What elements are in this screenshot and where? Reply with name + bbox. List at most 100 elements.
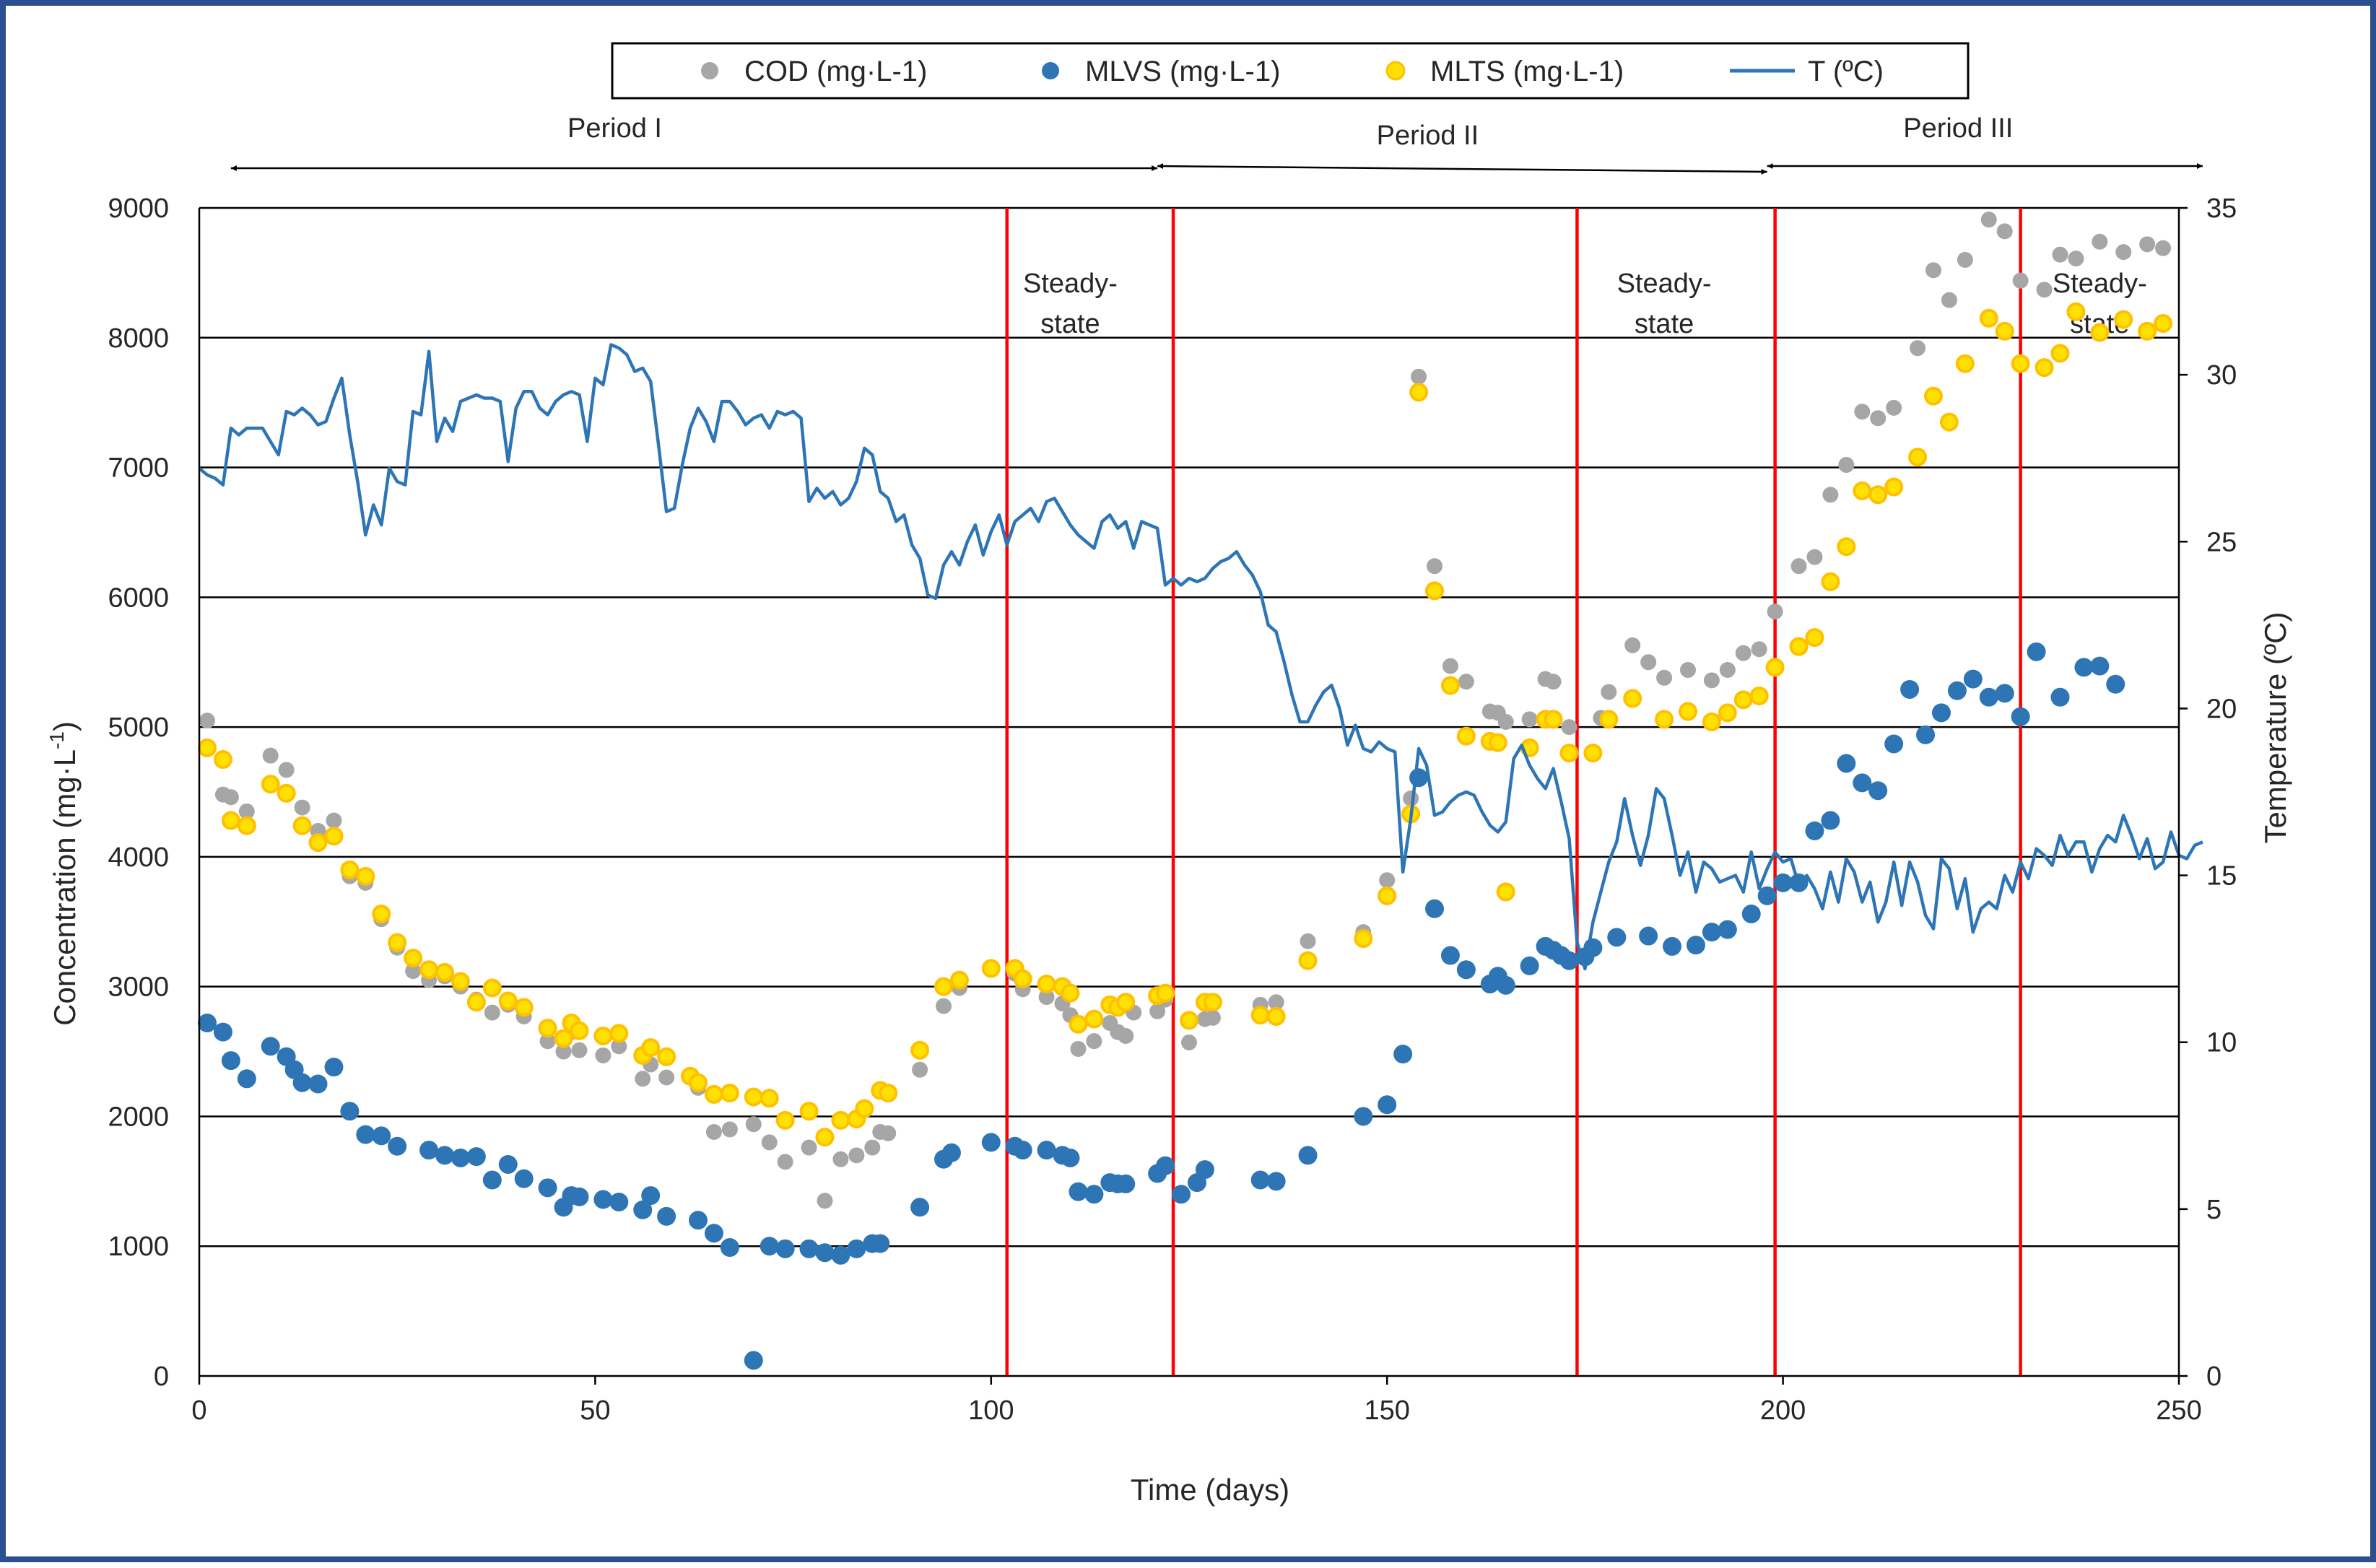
mlts-point <box>1789 637 1809 656</box>
mlts-point <box>775 1110 795 1130</box>
cod-point <box>777 1154 793 1170</box>
mlts-point <box>1037 975 1056 994</box>
mlvs-series <box>197 642 2125 1370</box>
y-left-tick-label: 4000 <box>108 842 169 873</box>
mlts-point <box>1496 882 1515 902</box>
temperature-series <box>198 343 2203 971</box>
cod-point <box>1497 713 1514 730</box>
mlvs-point <box>688 1211 708 1230</box>
mlvs-point <box>744 1351 763 1370</box>
cod-point <box>745 1116 762 1133</box>
mlvs-point <box>910 1198 930 1217</box>
mlts-point <box>855 1099 874 1118</box>
steady-state-label: Steady-state <box>1617 269 1712 339</box>
mlvs-point <box>435 1146 455 1165</box>
mlvs-point <box>340 1102 360 1121</box>
mlvs-point <box>1757 886 1777 905</box>
y-left-tick-label: 1000 <box>108 1232 169 1262</box>
mlvs-point <box>1354 1107 1373 1126</box>
chart-svg: COD (mg·L-1) MLVS (mg·L-1) MLTS (mg·L-1)… <box>45 42 2292 1507</box>
mlvs-point <box>1837 754 1856 773</box>
cod-point <box>1767 604 1783 620</box>
mlvs-point <box>1963 669 1983 689</box>
mlvs-point <box>324 1058 344 1077</box>
x-tick-label: 100 <box>968 1395 1014 1426</box>
mlts-point <box>1456 726 1476 746</box>
cod-point <box>1403 790 1419 806</box>
legend-mlvs-label: MLVS (mg·L-1) <box>1085 56 1280 87</box>
mlts-point <box>554 1029 573 1048</box>
mlts-point <box>720 1084 739 1103</box>
y-right-tick-label: 35 <box>2206 193 2237 224</box>
cod-point <box>2139 236 2156 253</box>
mlvs-point <box>213 1022 232 1042</box>
mlvs-point <box>237 1069 256 1089</box>
x-tick-label: 150 <box>1364 1395 1409 1426</box>
cod-point <box>199 713 215 729</box>
mlts-point <box>277 783 296 803</box>
cod-point <box>658 1069 675 1086</box>
mlvs-point <box>1868 781 1888 801</box>
mlts-point <box>1156 983 1175 1003</box>
mlts-point <box>498 991 518 1011</box>
y-axis-left-title-superscript: -1 <box>45 731 68 749</box>
mlvs-point <box>1607 928 1627 947</box>
mlts-point <box>1559 744 1579 763</box>
cod-point <box>848 1147 865 1164</box>
mlvs-point <box>1773 873 1793 892</box>
mlts-point <box>1765 658 1785 677</box>
steady-state-label-line1: Steady- <box>1617 269 1712 299</box>
mlvs-point <box>831 1245 850 1265</box>
mlvs-point <box>570 1187 589 1206</box>
mlts-point <box>1749 686 1769 705</box>
mlvs-point <box>641 1186 661 1206</box>
mlts-point <box>221 811 240 830</box>
legend-mlvs-marker <box>1042 62 1059 79</box>
mlts-point <box>2066 302 2086 321</box>
cod-point <box>484 1004 500 1021</box>
cod-point <box>1854 404 1871 420</box>
cod-point <box>1703 672 1720 689</box>
cod-point <box>1268 994 1284 1011</box>
cod-point <box>1624 637 1641 653</box>
cod-point <box>1870 410 1887 427</box>
mlvs-point <box>372 1126 391 1146</box>
mlvs-point <box>1393 1045 1413 1064</box>
mlvs-point <box>1116 1174 1136 1193</box>
cod-point <box>817 1193 833 1209</box>
temperature-line <box>198 343 2203 971</box>
mlts-point <box>2114 310 2133 329</box>
mlts-point <box>261 775 280 794</box>
mlts-point <box>372 904 391 923</box>
mlts-point <box>1266 1007 1286 1027</box>
cod-point <box>1925 262 1941 279</box>
cod-point <box>705 1124 722 1141</box>
mlts-point <box>1069 1014 1088 1034</box>
cod-point <box>1086 1033 1102 1050</box>
mlts-point <box>1180 1011 1198 1030</box>
mlvs-point <box>538 1178 557 1198</box>
cod-point <box>832 1151 849 1167</box>
mlvs-point <box>419 1141 439 1160</box>
y-axis-left-title: Concentration (mg·L-1) <box>45 721 82 1026</box>
cod-point <box>326 812 342 829</box>
mlvs-point <box>261 1037 280 1056</box>
axes <box>198 206 2188 1385</box>
mlvs-point <box>1947 681 1967 700</box>
mlvs-point <box>633 1200 653 1219</box>
mlts-point <box>1868 485 1888 505</box>
mlvs-point <box>1298 1146 1318 1165</box>
cod-point <box>1204 1009 1221 1026</box>
mlts-point <box>1250 1006 1270 1025</box>
mlts-point <box>2050 344 2070 363</box>
cod-point <box>1735 645 1751 661</box>
mlvs-point <box>609 1193 629 1212</box>
mlvs-point <box>871 1234 890 1253</box>
mlvs-point <box>1821 811 1840 830</box>
mlvs-point <box>1559 951 1579 970</box>
mlvs-point <box>197 1014 217 1033</box>
cod-point <box>1149 1003 1166 1019</box>
mlts-point <box>1821 572 1840 591</box>
mlvs-point <box>704 1224 723 1243</box>
cod-point <box>1427 558 1443 575</box>
